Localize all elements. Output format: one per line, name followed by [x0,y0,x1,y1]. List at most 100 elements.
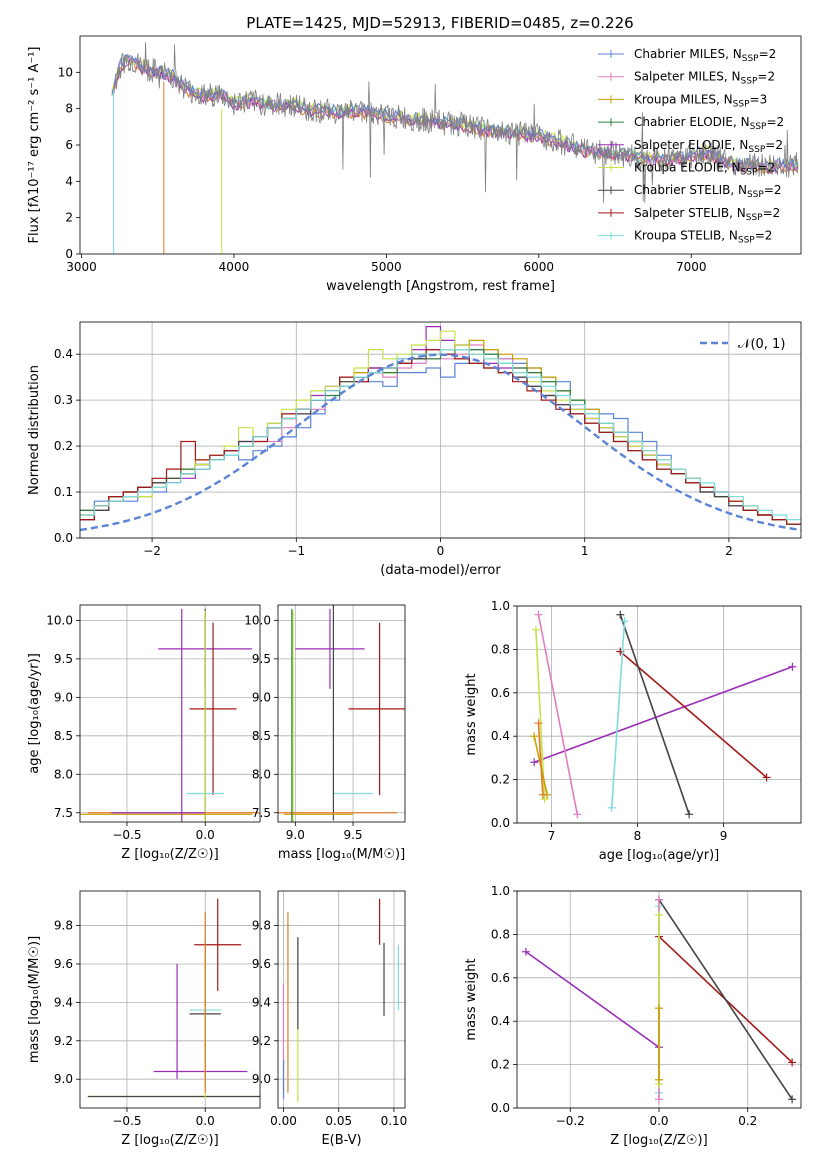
x-tick-label: 7000 [676,260,707,274]
x-axis-label: mass [log₁₀(M/M☉)] [278,847,405,862]
x-axis-label: Z [log₁₀(Z/Z☉)] [121,847,218,862]
grid-age_vs_Z [80,605,260,822]
y-axis-label: mass [log₁₀(M/M☉)] [27,936,42,1063]
x-tick-label: 0.0 [196,828,215,842]
y-tick-label: 9.0 [252,1072,271,1086]
plot-area [80,326,801,532]
legend-label-sub: SSP [741,168,758,178]
legend-label-main: Kroupa MILES, N [634,92,733,106]
normal-curve [80,353,801,532]
y-tick-label: 0.2 [54,439,73,453]
legend-label-sub: SSP [746,213,763,223]
x-tick-label: 0.0 [196,1114,215,1128]
legend-label: Salpeter ELODIE, NSSP=2 [634,138,783,155]
x-tick-label: 3000 [66,260,97,274]
y-tick-label: 0.0 [491,816,510,830]
x-tick-label: 0.0 [649,1114,668,1128]
x-tick-label: 9 [720,829,728,843]
y-tick-label: 9.6 [252,957,271,971]
y-tick-label: 8 [65,102,73,116]
y-tick-label: 9.4 [252,995,271,1009]
x-tick-label: −1 [287,544,305,558]
axes-frame [79,890,261,1109]
panel-mass_vs_ebv: 0.00 0.05 0.10 9.0 9.2 9.4 9.6 9.8 E(B-V) [252,890,408,1148]
x-axis-label: E(B-V) [321,1133,361,1148]
legend-label-tail: =2 [757,70,775,84]
y-tick-label: 0.8 [491,927,510,941]
figure-title: PLATE=1425, MJD=52913, FIBERID=0485, z=0… [246,14,633,32]
x-tick-label: 6000 [524,260,555,274]
y-tick-label: 8.5 [54,729,73,743]
plot-area [87,898,260,1099]
legend-label: Kroupa MILES, NSSP=3 [634,92,767,109]
y-tick-label: 9.4 [54,995,73,1009]
grid-weight_vs_age [517,605,801,824]
y-tick-label: 1.0 [491,884,510,898]
y-tick-label: 0.0 [491,1101,510,1115]
y-tick-label: 9.5 [252,652,271,666]
y-tick-label: 7.5 [54,806,73,820]
legend-label-tail: =2 [764,183,782,197]
x-tick-label: −2 [143,544,161,558]
grid-mass_vs_Z [80,891,260,1108]
y-tick-label: 0.6 [491,971,510,985]
x-axis-label: age [log₁₀(age/yr)] [599,848,720,863]
x-tick-label: 0.10 [381,1114,408,1128]
legend-label-tail: =3 [750,92,768,106]
y-axis-label: age [log₁₀(age/yr)] [27,653,42,774]
y-tick-label: 0.0 [54,531,73,545]
legend-label: Chabrier MILES, NSSP=2 [634,47,776,64]
y-tick-label: 0.4 [54,347,73,361]
y-tick-label: 0.3 [54,393,73,407]
weight-line [537,614,579,815]
x-tick-label: 2 [725,544,733,558]
y-tick-label: 9.0 [54,1072,73,1086]
panel-age_vs_Z: −0.5 0.0 7.5 8.0 8.5 9.0 9.5 10.0 Z [log₁₀(Z/Z☉)… [27,604,261,862]
plot-area [111,42,799,254]
x-tick-label: 8 [634,829,642,843]
legend-label-sub: SSP [750,122,767,132]
legend-label-main: Kroupa STELIB, N [634,229,738,243]
plot-area [521,895,797,1104]
weight-line [619,650,768,779]
axes-frame [516,890,802,1109]
legend-label-main: Salpeter ELODIE, N [634,138,748,152]
axes-frame [516,605,802,824]
y-tick-label: 9.0 [54,690,73,704]
y-tick-label: 0.4 [491,1014,510,1028]
panel-residuals: −2 −1 0 1 2 0.0 0.1 0.2 0.3 0.4 (data-model)/error… [27,321,802,578]
weight-line [533,666,793,763]
y-tick-label: 9.8 [54,919,73,933]
legend-label-tail: =2 [759,47,777,61]
axes-frame [277,890,406,1109]
y-tick-label: 9.2 [54,1034,73,1048]
data-spectrum [111,42,799,203]
panel-spectrum: 3000 4000 5000 6000 7000 0 2 4 6 8 10 wavelength [A… [27,35,802,294]
legend-label: Chabrier STELIB, NSSP=2 [634,183,782,200]
y-tick-label: 9.5 [54,652,73,666]
x-tick-label: 4000 [219,260,250,274]
plot-area [530,610,797,819]
plot-area [278,605,405,822]
x-axis-label: Z [log₁₀(Z/Z☉)] [610,1133,707,1148]
legend-label-tail: =2 [763,206,781,220]
weight-line [619,614,690,815]
axes-frame [79,321,802,539]
grid-mass_vs_ebv [278,891,405,1108]
y-tick-label: 10 [58,65,73,79]
y-tick-label: 9.0 [252,690,271,704]
legend-label-main: Chabrier STELIB, N [634,183,747,197]
plot-area [282,898,399,1103]
x-tick-label: −0.5 [112,828,141,842]
weight-line [535,629,546,800]
legend-label-sub: SSP [747,190,764,200]
x-tick-label: 7 [548,829,556,843]
y-tick-label: 8.0 [252,767,271,781]
y-tick-label: 9.2 [252,1034,271,1048]
x-tick-label: 0.2 [738,1114,757,1128]
x-axis-label: wavelength [Angstrom, rest frame] [326,279,555,294]
y-axis-label: mass weight [464,958,479,1040]
y-tick-label: 2 [65,211,73,225]
y-tick-label: 8.5 [252,729,271,743]
